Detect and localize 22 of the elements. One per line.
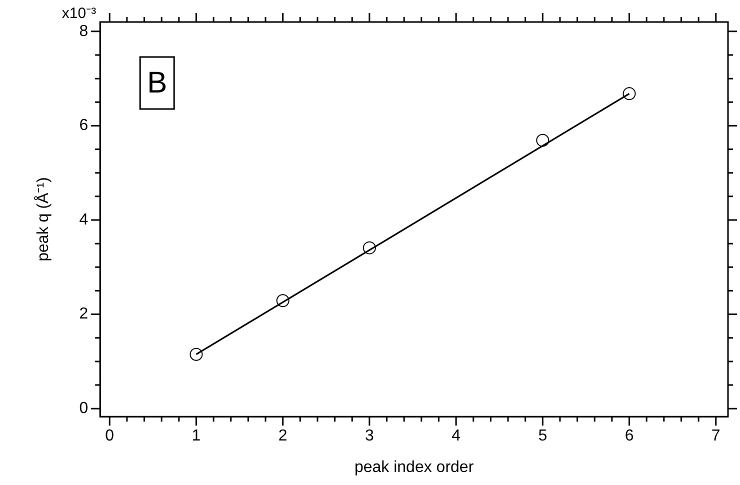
- point: [362, 241, 376, 254]
- y-tick-label: 6: [79, 117, 88, 134]
- x-tick-label: 6: [624, 428, 634, 445]
- y-tick-label: 0: [79, 400, 88, 417]
- x-tick-label: 5: [538, 428, 548, 445]
- x-axis-title: peak index order: [354, 458, 474, 476]
- x-tick-label: 3: [364, 428, 374, 445]
- point: [190, 348, 203, 361]
- y-tick-label: 2: [79, 306, 88, 323]
- annotation: B: [147, 66, 168, 100]
- x-tick-label: 7: [711, 428, 720, 445]
- x-tick-label: 0: [105, 428, 114, 445]
- x-tick-label: 1: [192, 428, 201, 445]
- point: [622, 87, 636, 100]
- point: [276, 294, 290, 308]
- point: [536, 134, 550, 147]
- y-axis-title: peak q (Å⁻¹): [34, 177, 52, 262]
- text: x10⁻³: [62, 5, 96, 22]
- y-tick-label: 4: [79, 211, 88, 228]
- y-tick-label: 8: [79, 22, 88, 40]
- x-tick-label: 4: [452, 428, 461, 445]
- x-tick-label: 2: [278, 428, 288, 445]
